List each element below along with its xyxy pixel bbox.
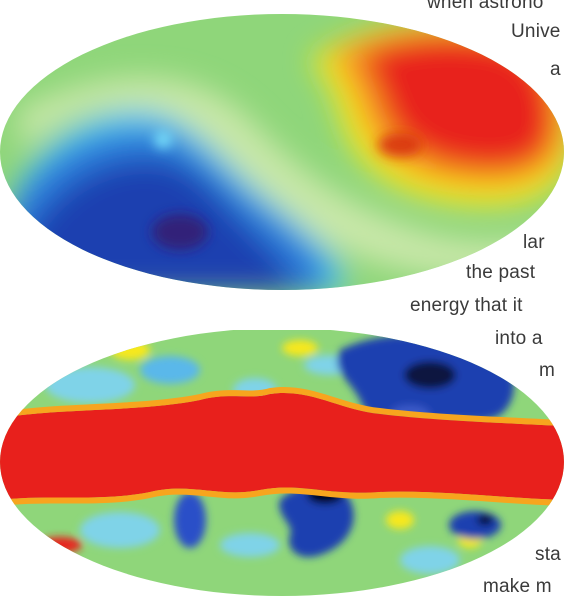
cmb-dipole-sky-map: [0, 14, 564, 290]
text-fragment-10: make m: [483, 576, 552, 597]
cmb-galactic-sky-map: [0, 330, 564, 596]
text-fragment-9: sta: [535, 544, 561, 565]
text-fragment-8: m: [539, 360, 556, 381]
text-fragment-4: lar: [523, 232, 545, 253]
text-fragment-3: a: [550, 59, 561, 80]
text-fragment-1: when astrono: [427, 0, 544, 13]
text-fragment-5: the past: [466, 262, 536, 283]
text-fragment-7: into a: [495, 328, 543, 349]
text-fragment-6: energy that it: [410, 295, 523, 316]
text-fragment-2: Unive: [511, 21, 561, 42]
